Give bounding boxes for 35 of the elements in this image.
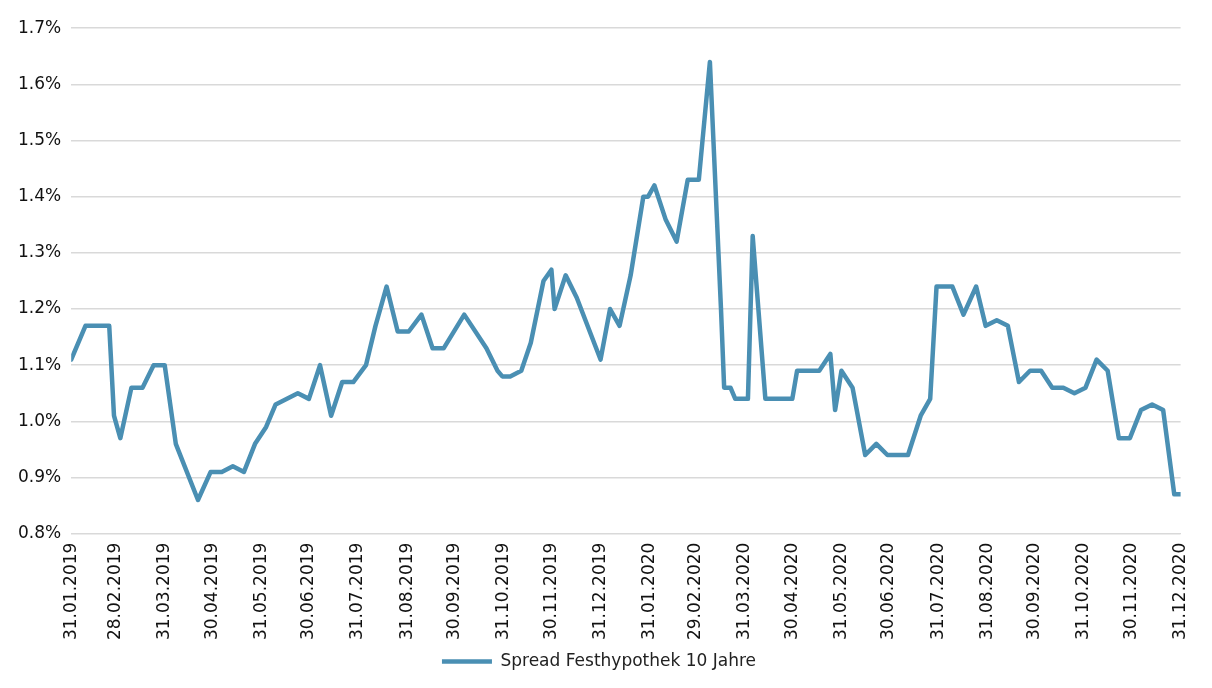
x-tick-label: 31.12.2019 bbox=[588, 542, 609, 641]
x-tick-label: 30.09.2019 bbox=[443, 542, 464, 641]
legend-label: Spread Festhypothek 10 Jahre bbox=[500, 649, 757, 670]
y-tick-label: 1.0% bbox=[17, 409, 62, 430]
x-tick-label: 30.04.2019 bbox=[200, 542, 221, 641]
x-tick-label: 30.11.2019 bbox=[539, 542, 560, 641]
x-tick-label: 31.03.2020 bbox=[733, 542, 754, 641]
x-tick-label: 30.06.2019 bbox=[297, 542, 318, 641]
x-tick-label: 31.01.2019 bbox=[59, 542, 80, 641]
x-tick-label: 30.04.2020 bbox=[780, 542, 801, 641]
x-tick-label: 30.06.2020 bbox=[877, 542, 898, 641]
x-tick-label: 31.01.2020 bbox=[638, 542, 659, 641]
y-tick-label: 1.1% bbox=[17, 353, 62, 374]
y-tick-label: 1.2% bbox=[17, 297, 62, 318]
x-tick-label: 31.08.2019 bbox=[395, 542, 416, 641]
x-tick-label: 30.09.2020 bbox=[1023, 542, 1044, 641]
x-tick-label: 31.08.2020 bbox=[975, 542, 996, 641]
x-tick-label: 31.10.2020 bbox=[1072, 542, 1093, 641]
y-tick-label: 1.3% bbox=[17, 241, 62, 262]
x-tick-label: 31.05.2019 bbox=[249, 542, 270, 641]
x-tick-label: 30.11.2020 bbox=[1119, 542, 1140, 641]
y-tick-label: 1.7% bbox=[17, 16, 62, 37]
y-tick-label: 1.5% bbox=[17, 128, 62, 149]
x-tick-label: 31.07.2019 bbox=[346, 542, 367, 641]
x-tick-label: 28.02.2019 bbox=[103, 542, 124, 641]
y-tick-label: 1.6% bbox=[17, 72, 62, 93]
x-tick-label: 31.03.2019 bbox=[153, 542, 174, 641]
x-tick-label: 31.12.2020 bbox=[1169, 542, 1190, 641]
x-tick-label: 29.02.2020 bbox=[684, 542, 705, 641]
x-tick-label: 31.07.2020 bbox=[926, 542, 947, 641]
y-tick-label: 0.8% bbox=[17, 522, 62, 543]
y-tick-label: 0.9% bbox=[17, 465, 62, 486]
y-tick-label: 1.4% bbox=[17, 185, 62, 206]
x-tick-label: 31.05.2020 bbox=[829, 542, 850, 641]
x-tick-label: 31.10.2019 bbox=[492, 542, 513, 641]
